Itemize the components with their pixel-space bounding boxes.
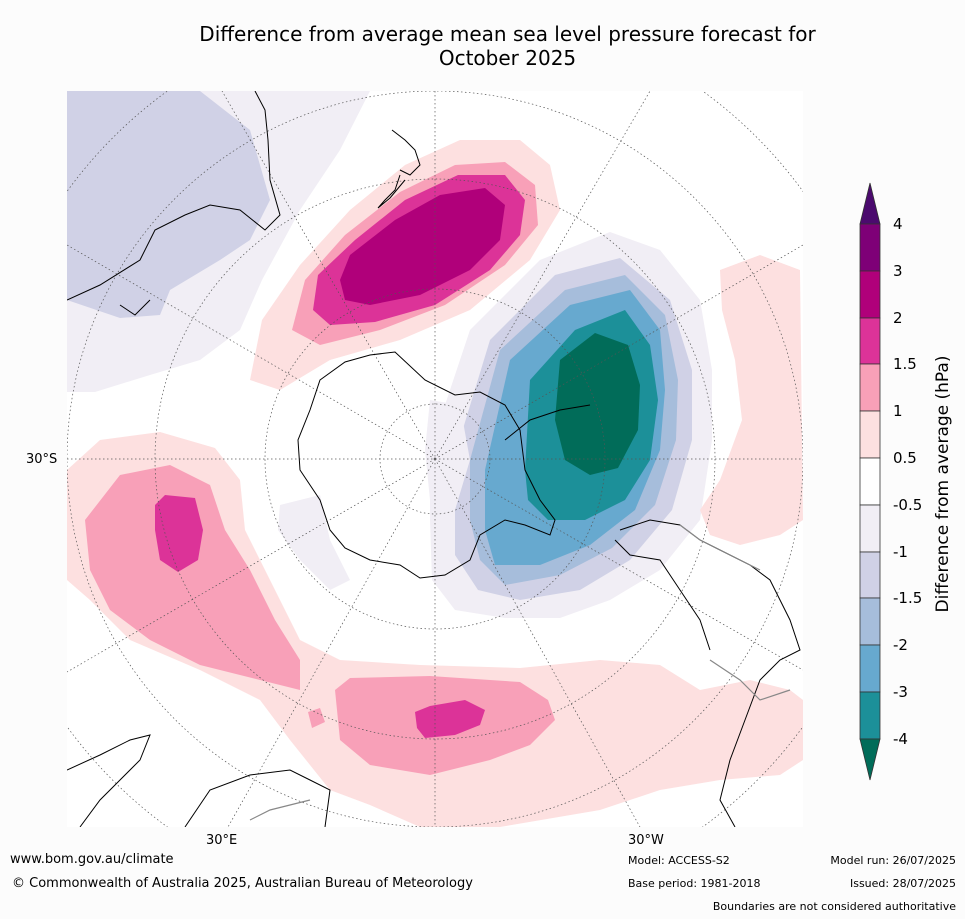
neg-region-nw (67, 91, 270, 318)
colorbar-label-neg-0.5: -0.5 (893, 496, 923, 514)
antarctic-peninsula (504, 404, 591, 441)
title-line-1: Difference from average mean sea level p… (199, 22, 816, 46)
colorbar-seg-neg-0.5-1 (859, 504, 881, 553)
pos-region-west-0 (67, 432, 803, 827)
colorbar-label-1.5: 1.5 (893, 355, 917, 373)
pos-region-south-2 (415, 700, 485, 738)
pos-region-nz-3 (340, 188, 505, 305)
copyright-text: © Commonwealth of Australia 2025, Austra… (12, 876, 473, 891)
issued-text: Issued: 28/07/2025 (849, 877, 956, 890)
base-period-text: Base period: 1981-2018 (628, 877, 761, 890)
map-title: Difference from average mean sea level p… (120, 22, 895, 70)
new-zealand-north (391, 129, 421, 176)
colorbar-seg-neg-2-3 (859, 644, 881, 693)
colorbar-seg-1-1.5 (859, 363, 881, 412)
colorbar-label-neg-4: -4 (893, 730, 908, 748)
website-link[interactable]: www.bom.gov.au/climate (10, 852, 174, 867)
colorbar-label-4: 4 (893, 215, 903, 233)
pressure-anomaly-map (67, 91, 803, 827)
colorbar (859, 182, 881, 781)
neg-region-east-5 (555, 333, 640, 475)
australia-coast (67, 91, 281, 301)
colorbar-seg-neg-1-1.5 (859, 551, 881, 599)
colorbar-label-1: 1 (893, 402, 903, 420)
colorbar-label-2: 2 (893, 309, 903, 327)
colorbar-bottom-triangle (859, 738, 881, 781)
colorbar-label-neg-1.5: -1.5 (893, 589, 923, 607)
lat-label-30s: 30°S (26, 452, 58, 467)
colorbar-seg-2-3 (859, 270, 881, 319)
colorbar-seg-0.5-1 (859, 410, 881, 459)
colorbar-title: Difference from average (hPa) (933, 355, 953, 613)
colorbar-seg-neg-1.5-2 (859, 597, 881, 646)
colorbar-label-0.5: 0.5 (893, 449, 917, 467)
pos-region-east-pacific (700, 255, 803, 545)
colorbar-segments (859, 182, 881, 781)
colorbar-seg-neg-3-4 (859, 691, 881, 740)
coastlines (67, 91, 801, 827)
model-text: Model: ACCESS-S2 (628, 854, 730, 867)
colorbar-label-neg-2: -2 (893, 636, 908, 654)
pos-region-small (308, 708, 325, 728)
colorbar-label-neg-1: -1 (893, 543, 908, 561)
africa-coast-2 (184, 769, 331, 827)
colorbar-seg-neutral (859, 457, 881, 506)
new-zealand-south (377, 174, 406, 209)
model-run-text: Model run: 26/07/2025 (830, 854, 956, 867)
lon-label-30e: 30°E (206, 833, 238, 848)
australia-south-coast (119, 299, 151, 316)
colorbar-top-triangle (859, 182, 881, 225)
south-america-2 (614, 539, 711, 651)
antarctica-coast (297, 351, 556, 579)
colorbar-seg-3-4 (859, 223, 881, 272)
disclaimer-text: Boundaries are not considered authoritat… (712, 900, 956, 913)
colorbar-seg-1.5-2 (859, 317, 881, 365)
country-borders (249, 524, 791, 821)
colorbar-label-neg-3: -3 (893, 683, 908, 701)
pos-region-west-1 (85, 465, 300, 690)
africa-coast (67, 734, 151, 827)
neg-region-pole (425, 400, 470, 510)
graticule (67, 91, 803, 827)
lon-label-30w: 30°W (628, 833, 664, 848)
pos-region-west-2 (155, 495, 203, 572)
title-line-2: October 2025 (438, 46, 577, 70)
colorbar-label-3: 3 (893, 262, 903, 280)
neg-region-west-patch (278, 495, 350, 590)
